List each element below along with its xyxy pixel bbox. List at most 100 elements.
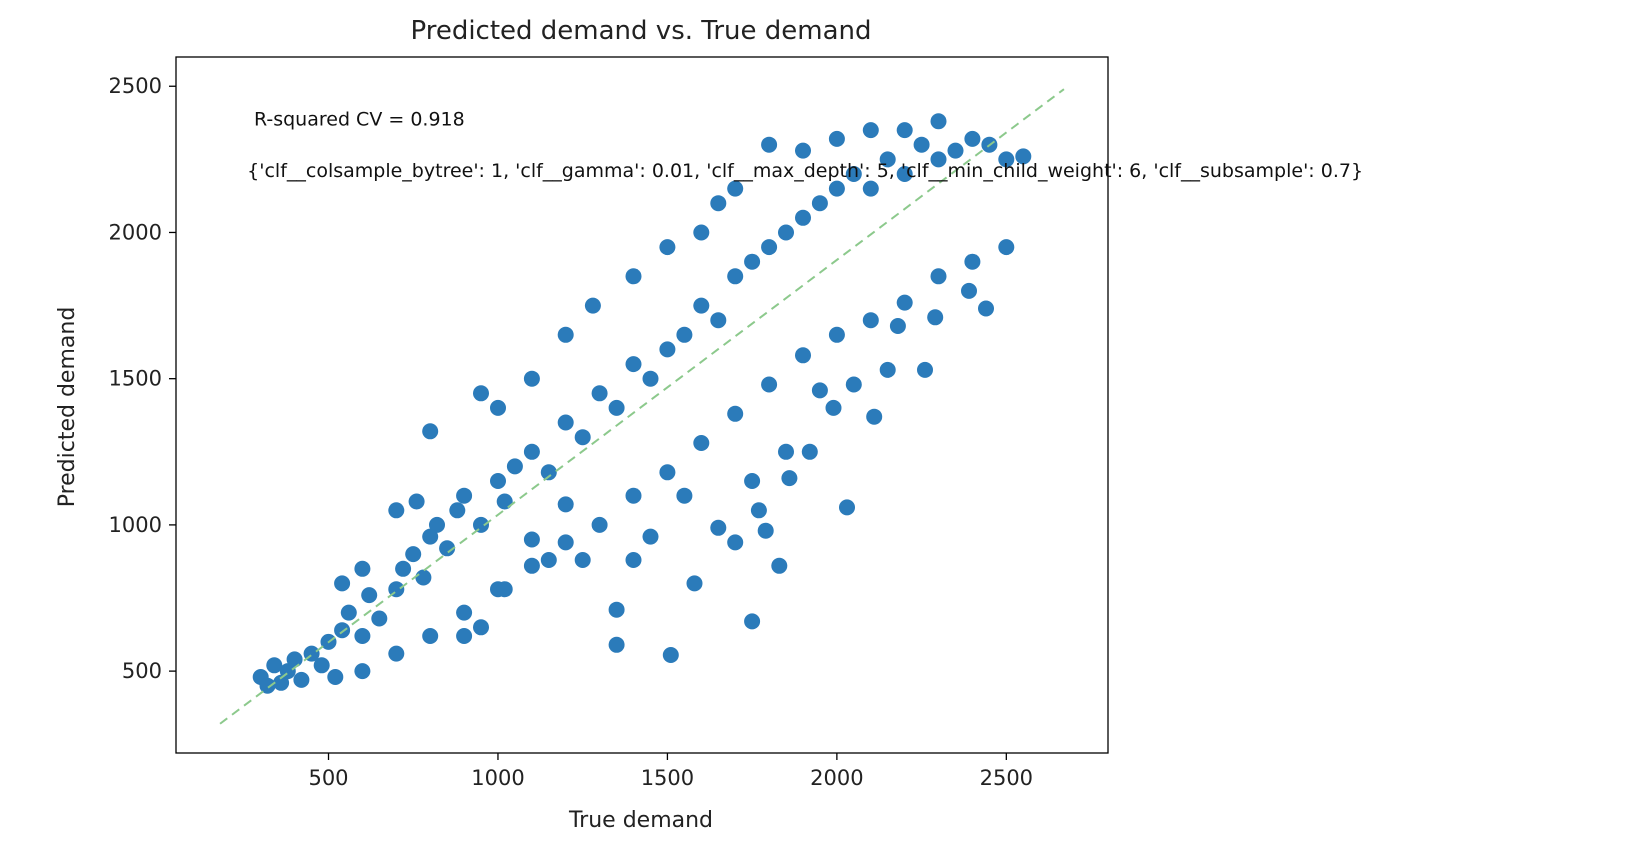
scatter-point [273,674,290,691]
y-tick-label: 1000 [109,513,162,537]
scatter-point [608,399,625,416]
scatter-point [422,528,439,545]
scatter-point [584,297,601,314]
x-tick-label: 2000 [810,766,863,790]
scatter-point [693,435,710,451]
scatter-point [327,669,344,685]
scatter-point [896,166,913,182]
scatter-point [625,268,642,285]
scatter-point [473,385,489,402]
y-tick-label: 1500 [109,367,162,391]
scatter-point [771,557,788,574]
scatter-point [496,581,513,598]
scatter-point [293,671,310,688]
scatter-point [557,326,574,343]
scatter-point [642,370,659,387]
scatter-point [676,487,693,504]
scatter-point [839,499,855,516]
scatter-point [889,318,906,334]
scatter-point [710,312,727,329]
scatter-point [862,312,879,329]
scatter-point [456,628,473,644]
scatter-point [405,546,422,563]
scatter-point [927,309,944,326]
scatter-point [879,151,896,168]
x-tick-label: 2500 [980,766,1033,790]
scatter-point [540,552,557,568]
scatter-point [778,224,794,241]
scatter-point [761,239,778,256]
scatter-point [659,239,676,256]
scatter-point [947,142,964,159]
scatter-point [686,575,703,592]
scatter-point [744,473,761,489]
scatter-point [266,657,283,674]
scatter-point [456,487,473,504]
scatter-point [778,443,794,460]
scatter-point [388,645,405,662]
scatter-point [625,356,642,373]
x-tick-label: 500 [308,766,348,790]
scatter-point [523,557,540,574]
scatter-point [557,414,574,431]
scatter-point [811,195,828,212]
scatter-point [744,613,761,630]
scatter-point [354,663,371,680]
points-layer [252,113,1032,694]
scatter-point [286,651,303,668]
scatter-point [334,622,351,639]
scatter-point [801,443,818,460]
scatter-point [523,443,540,460]
scatter-point [761,376,778,393]
scatter-point [825,399,842,416]
scatter-point [523,531,540,548]
scatter-point [659,464,676,481]
scatter-point [642,528,659,545]
scatter-point [361,587,378,604]
scatter-point [998,239,1015,256]
scatter-point [490,473,506,489]
r-squared-annotation: R-squared CV = 0.918 [254,109,465,131]
scatter-point [625,487,642,504]
scatter-point [761,136,778,153]
scatter-point [340,604,357,621]
scatter-point [879,361,896,378]
scatter-point [811,382,828,399]
scatter-point [676,326,693,343]
scatter-point [490,399,506,416]
scatter-point [456,604,473,621]
scatter-point [473,619,489,636]
scatter-point [608,636,625,653]
y-tick-label: 2000 [109,220,162,244]
y-axis-label: Predicted demand [55,307,80,508]
scatter-point [744,253,761,270]
scatter-point [828,180,845,197]
scatter-point [896,294,913,311]
scatter-point [795,209,811,226]
scatter-point [727,405,744,422]
scatter-point [961,282,977,299]
x-tick-label: 1500 [641,766,694,790]
scatter-point [574,429,591,446]
scatter-point [781,470,798,487]
reference-line [219,88,1065,725]
scatter-point [506,458,523,475]
scatter-point [408,493,425,510]
scatter-point [757,522,774,539]
scatter-point [354,560,371,577]
scatter-point [473,516,489,533]
scatter-point [540,464,557,481]
scatter-point [727,268,744,285]
scatter-point [415,569,432,586]
scatter-point [395,560,412,577]
scatter-point [259,677,276,694]
scatter-point [845,376,862,393]
scatter-point [659,341,676,358]
scatter-point [557,534,574,551]
scatter-point [608,601,625,618]
scatter-point [662,647,679,663]
plot-area [175,56,1109,754]
scatter-point [591,385,608,402]
x-axis-ticks: 500 1000 1500 2000 2500 [308,753,1033,790]
scatter-point [727,534,744,551]
